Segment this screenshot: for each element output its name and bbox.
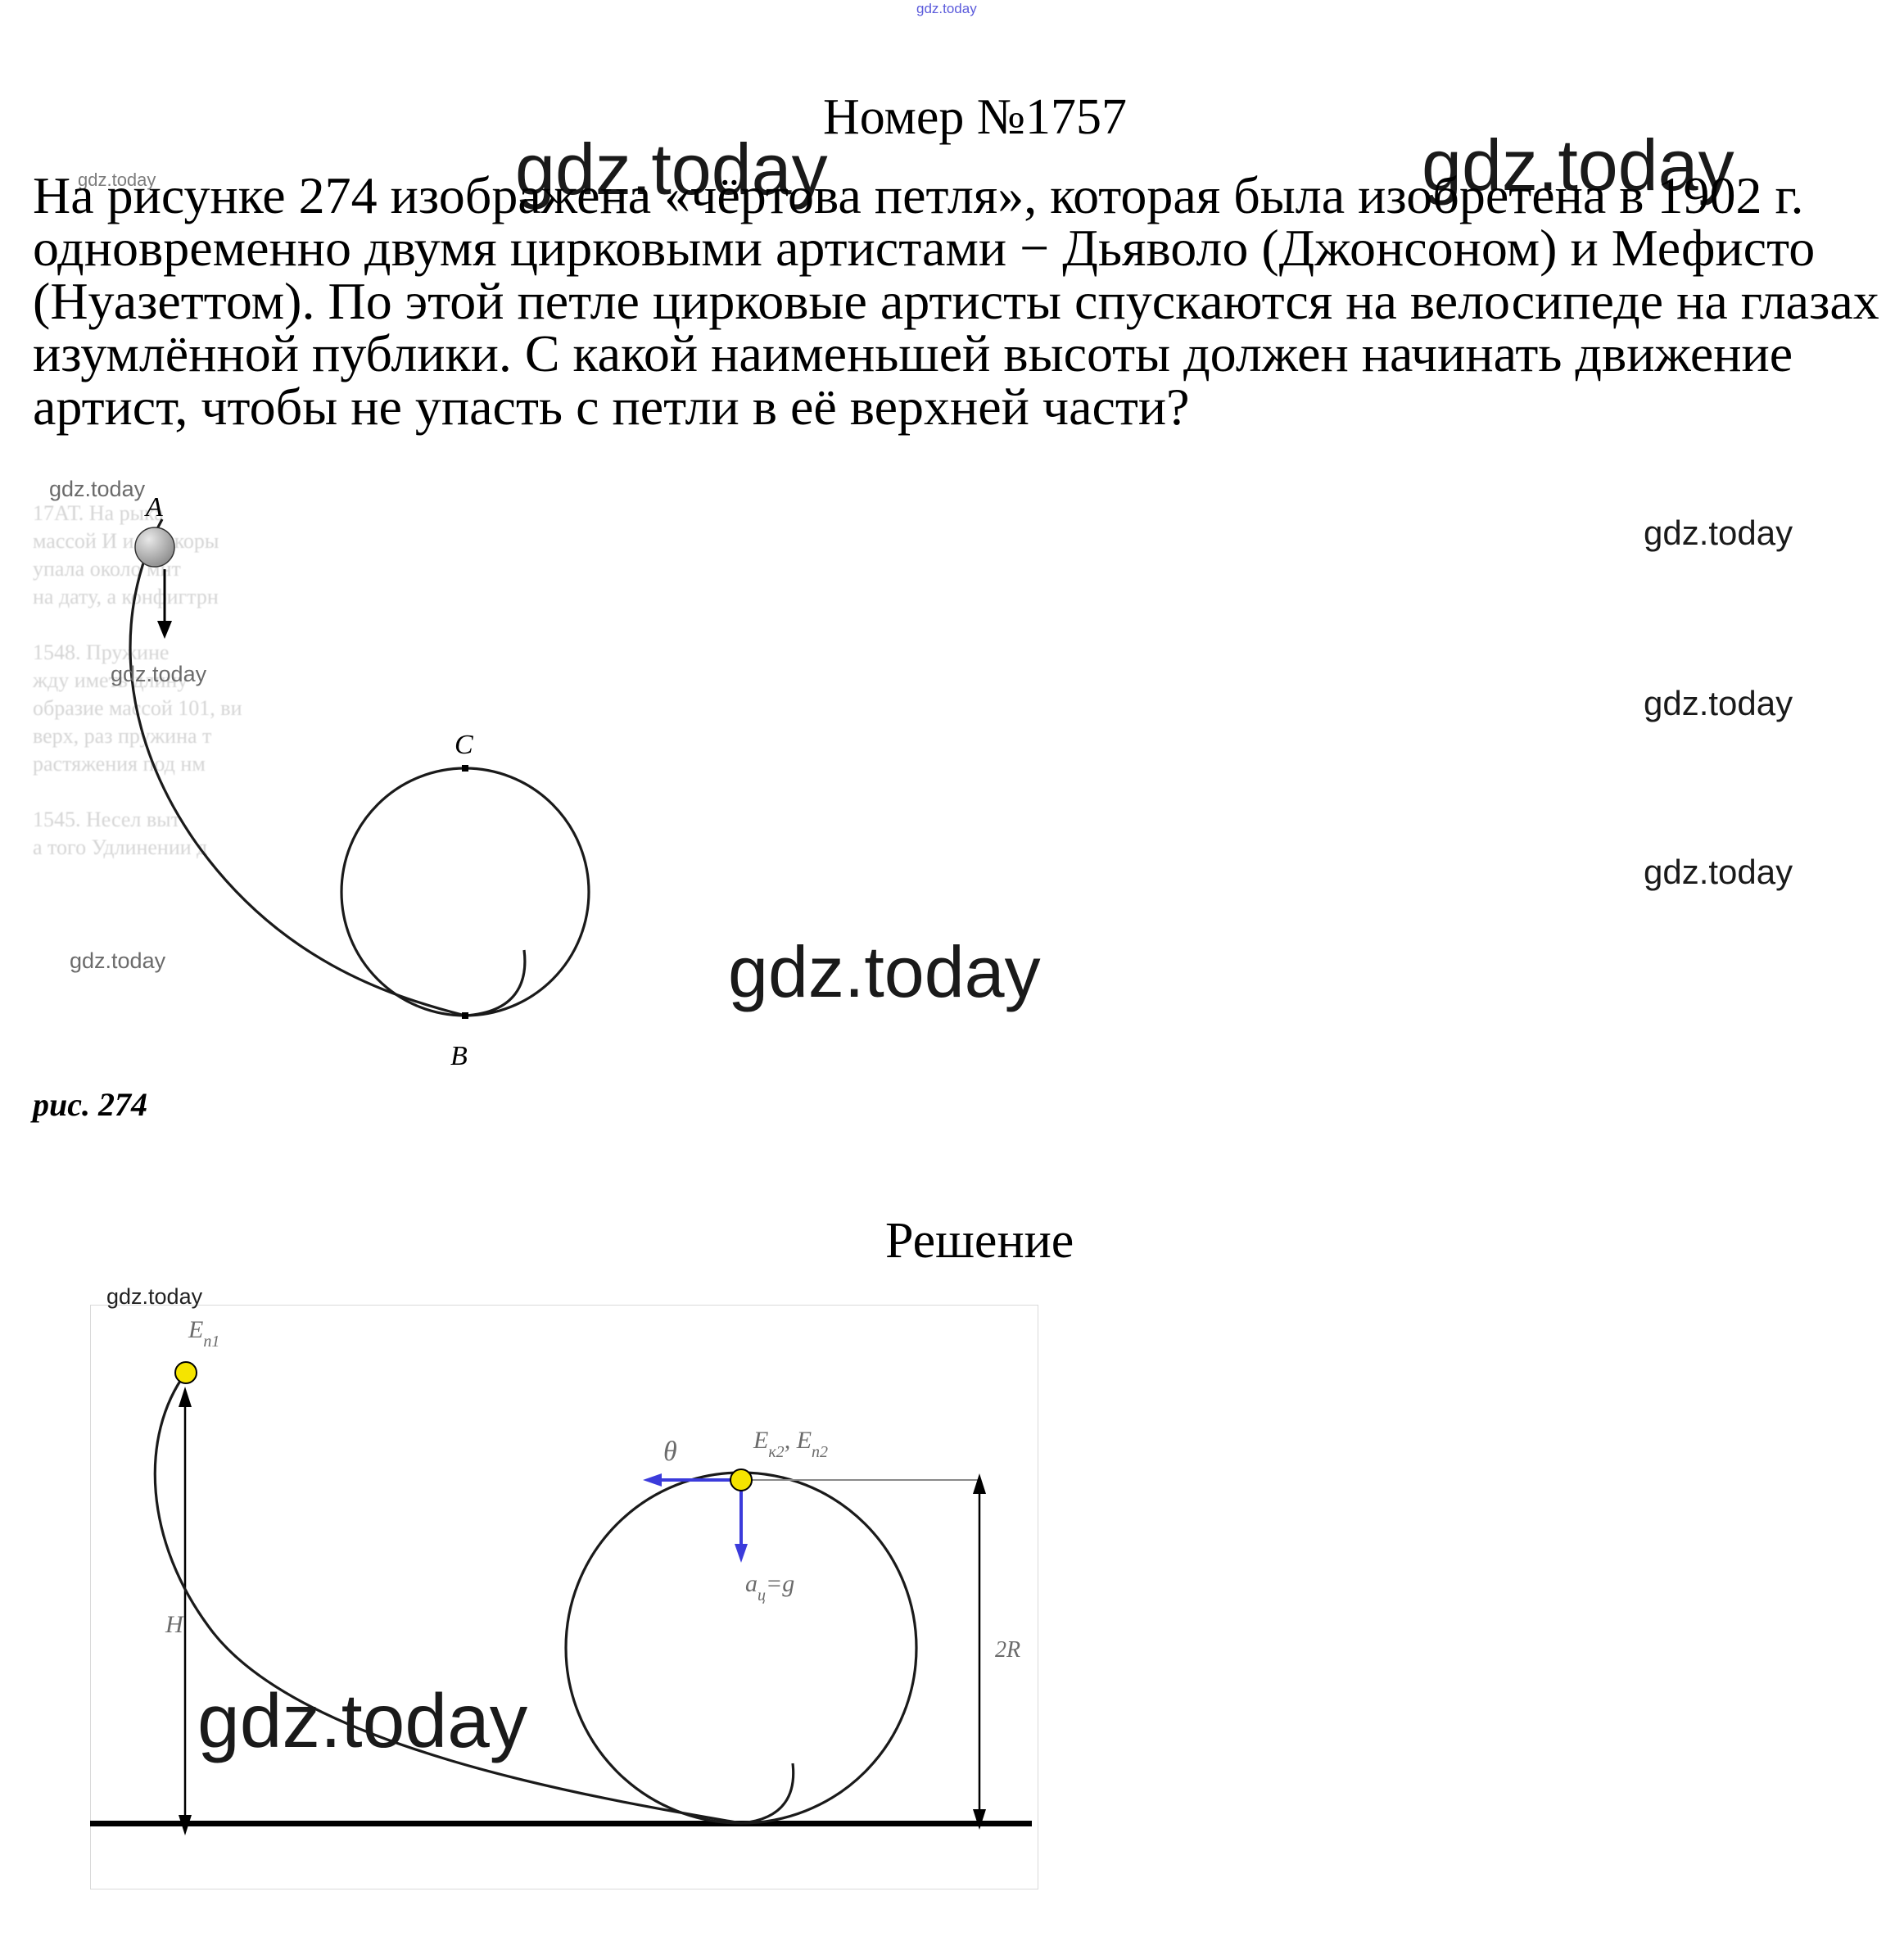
svg-text:θ: θ [663, 1437, 677, 1467]
svg-text:aц=g: aц=g [745, 1570, 794, 1604]
svg-text:Eк2, Eп2: Eк2, Eп2 [753, 1427, 828, 1461]
svg-text:Eп1: Eп1 [188, 1316, 219, 1351]
svg-text:B: B [450, 1041, 468, 1071]
svg-text:2R: 2R [995, 1637, 1020, 1663]
svg-text:H: H [165, 1611, 185, 1638]
svg-text:C: C [455, 730, 473, 760]
svg-text:A: A [144, 492, 163, 523]
